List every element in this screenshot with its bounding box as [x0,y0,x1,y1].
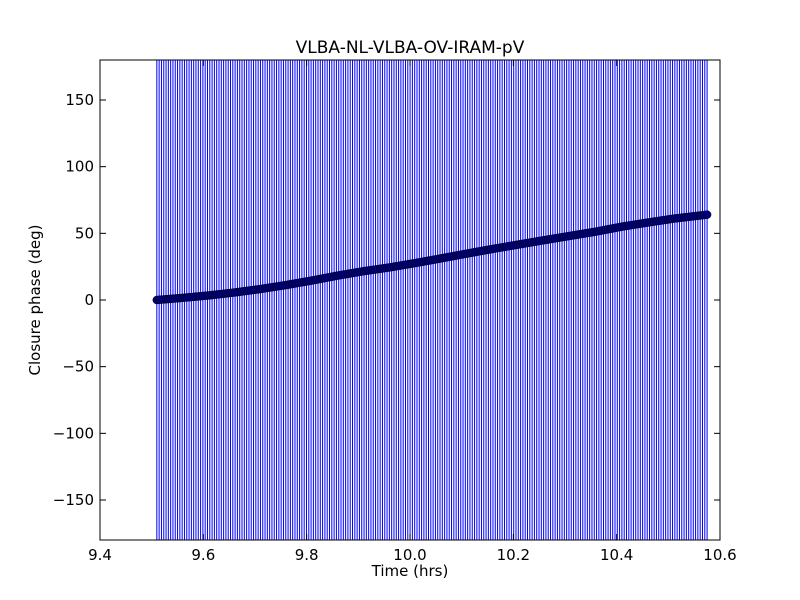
x-axis-ticks: 9.4 9.6 9.8 10.0 10.2 10.4 10.6 [88,60,737,564]
x-tick-label: 9.6 [191,546,215,564]
y-tick-label: 100 [65,158,94,176]
y-tick-label: 150 [65,91,94,109]
y-tick-label: −150 [53,491,94,509]
data-points [152,210,712,305]
x-tick-label: 10.0 [393,546,426,564]
y-axis-ticks: 150 100 50 0 −50 −100 −150 [53,91,720,509]
chart-title: VLBA-NL-VLBA-OV-IRAM-pV [296,38,525,58]
y-tick-label: −100 [53,424,94,442]
x-tick-label: 10.2 [497,546,530,564]
y-axis-label: Closure phase (deg) [26,225,44,376]
x-axis-label: Time (hrs) [371,562,449,580]
y-tick-label: −50 [62,358,94,376]
x-tick-label: 9.4 [88,546,112,564]
x-tick-label: 9.8 [295,546,319,564]
x-tick-label: 10.6 [703,546,736,564]
data-point [702,210,712,219]
y-tick-label: 50 [75,224,94,242]
y-tick-label: 0 [84,291,94,309]
x-tick-label: 10.4 [600,546,633,564]
